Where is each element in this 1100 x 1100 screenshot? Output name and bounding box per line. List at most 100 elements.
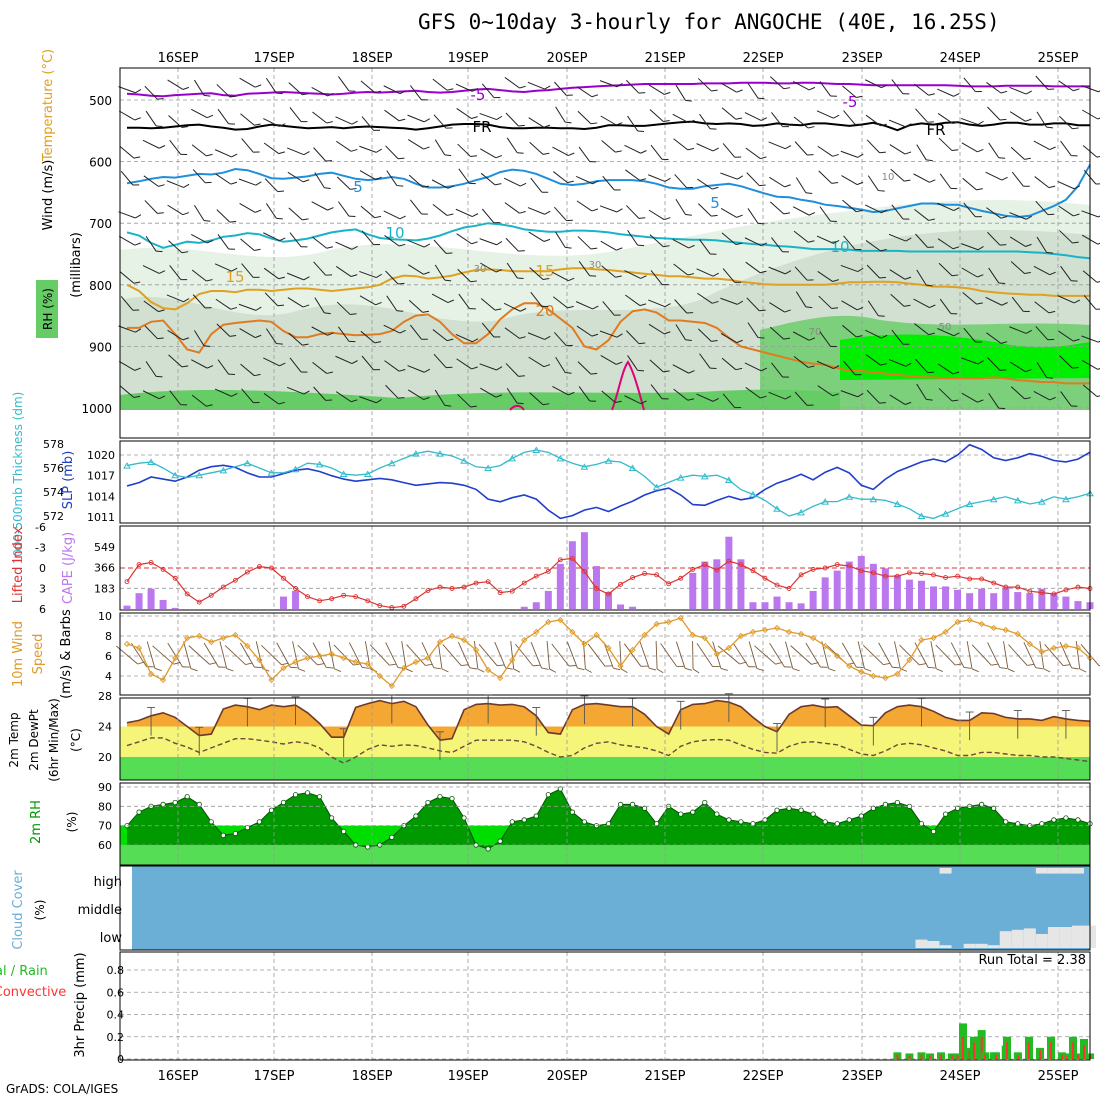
lifted-index-point bbox=[1027, 588, 1033, 594]
lifted-index-point bbox=[894, 573, 900, 579]
wind-barb bbox=[817, 385, 839, 397]
wind-barb-10m bbox=[551, 643, 577, 667]
wind-barb-flag bbox=[423, 396, 430, 400]
wind-barb bbox=[673, 388, 695, 401]
wind-barb-shaft bbox=[145, 361, 157, 377]
precip-tick-label: 0 bbox=[117, 1053, 124, 1066]
wind-barb-shaft bbox=[578, 386, 591, 402]
wind-barb-flag bbox=[830, 220, 837, 222]
wind-barb-shaft bbox=[276, 642, 291, 668]
cape-bar bbox=[773, 596, 781, 609]
precip-legend-total: Total / Rain bbox=[0, 964, 48, 979]
wind-barb-flag bbox=[830, 345, 837, 348]
wind-barb-flag bbox=[156, 125, 163, 127]
wind-barb-shaft bbox=[916, 144, 927, 161]
wind-barb-flag bbox=[592, 305, 599, 310]
cape-bar bbox=[532, 602, 540, 609]
wind-barb bbox=[625, 330, 646, 345]
wind-barb-flag bbox=[513, 668, 521, 673]
wind-barb bbox=[457, 394, 477, 408]
wind-barb-flag bbox=[1097, 116, 1100, 120]
wind-barb-shaft bbox=[359, 295, 376, 306]
wind-barb bbox=[913, 173, 936, 183]
wind-barb-shaft bbox=[577, 110, 592, 125]
wind-barb-shaft bbox=[935, 644, 956, 666]
wind-barb-flag bbox=[325, 160, 333, 162]
wind-barb-flag bbox=[1047, 338, 1055, 341]
wind-barb-flag bbox=[1025, 118, 1032, 122]
wind-barb bbox=[937, 88, 960, 97]
wind-barb bbox=[988, 267, 1006, 284]
lifted-index-point bbox=[762, 575, 768, 581]
cape-bar bbox=[797, 603, 805, 609]
wind-barb bbox=[118, 211, 142, 219]
wind-barb-flag bbox=[1046, 126, 1053, 129]
wind-barb-flag bbox=[494, 308, 502, 311]
wind-barb bbox=[311, 326, 334, 336]
wind-barb-flag bbox=[423, 118, 431, 123]
wind-barb-flag bbox=[1071, 155, 1078, 157]
wind-barb-flag bbox=[446, 213, 454, 216]
wind-barb bbox=[986, 332, 1008, 344]
wind-barb-flag bbox=[614, 314, 621, 316]
wind-barb-flag bbox=[856, 666, 864, 669]
lifted-tick-label: 6 bbox=[39, 603, 46, 616]
wind-barb-shaft bbox=[408, 299, 423, 313]
wind-barb-shaft bbox=[553, 171, 568, 184]
wind-barb-shaft bbox=[527, 81, 545, 90]
x-tick-label-top: 20SEP bbox=[547, 51, 588, 66]
wind-barb bbox=[555, 231, 572, 249]
wind-barb-flag bbox=[1079, 668, 1087, 673]
wind-barb bbox=[747, 82, 765, 100]
precip-convective-bar bbox=[968, 1050, 971, 1059]
wind-barb bbox=[744, 362, 768, 372]
cloud-frame bbox=[119, 865, 1091, 951]
wind-barb-shaft bbox=[961, 392, 978, 403]
wind-barb-shaft bbox=[841, 642, 857, 668]
wind-barb-shaft bbox=[168, 115, 183, 128]
wind-barb-shaft bbox=[407, 365, 425, 373]
wind-barb-flag bbox=[470, 280, 477, 283]
wind-barb-flag bbox=[519, 336, 526, 339]
wind-speed-point bbox=[954, 618, 961, 626]
wind-barb-shaft bbox=[168, 354, 183, 368]
wind-barb-flag bbox=[687, 398, 695, 401]
wind-barb-flag bbox=[1095, 308, 1100, 310]
wind-barb bbox=[816, 110, 840, 119]
wind-barb-shaft bbox=[938, 388, 953, 402]
wind-barb-shaft bbox=[191, 359, 208, 369]
wind-barb-shaft bbox=[479, 238, 497, 246]
wind-barb-10m bbox=[312, 642, 334, 669]
wind-barb-shaft bbox=[899, 644, 920, 666]
wind-barb-shaft bbox=[335, 116, 353, 125]
wind-barb bbox=[240, 113, 261, 126]
wind-barb-shaft bbox=[768, 391, 786, 400]
lifted-index-point bbox=[943, 575, 948, 581]
wind-barb-shaft bbox=[650, 384, 663, 400]
cape-bar bbox=[809, 590, 817, 609]
x-tick-label-bottom: 19SEP bbox=[448, 1069, 489, 1084]
wind-barb-10m bbox=[660, 643, 684, 667]
wind-barb-shaft bbox=[263, 118, 280, 127]
rh-point bbox=[858, 813, 864, 819]
wind-barb-shaft bbox=[792, 331, 810, 341]
wind-barb-flag bbox=[405, 668, 413, 673]
wind-barb bbox=[722, 143, 742, 158]
wind-barb-shaft bbox=[655, 640, 658, 670]
wind-barb-shaft bbox=[577, 361, 592, 375]
wind-barb-shaft bbox=[625, 205, 640, 219]
wind-barb-shaft bbox=[167, 204, 184, 216]
wind-barb-flag bbox=[976, 188, 983, 191]
wind-barb bbox=[840, 150, 864, 158]
wind-barb bbox=[335, 355, 358, 365]
wind-barb bbox=[142, 265, 166, 274]
wind-barb-shaft bbox=[639, 641, 650, 669]
wind-barb-shaft bbox=[480, 172, 496, 186]
wind-barb-shaft bbox=[473, 641, 479, 669]
wind-barb-flag bbox=[856, 307, 864, 311]
wind-barb-shaft bbox=[217, 359, 229, 375]
wind-barb-shaft bbox=[288, 332, 303, 346]
cape-bar bbox=[881, 568, 889, 609]
rh-point bbox=[557, 786, 563, 792]
wind-barb bbox=[335, 116, 358, 125]
